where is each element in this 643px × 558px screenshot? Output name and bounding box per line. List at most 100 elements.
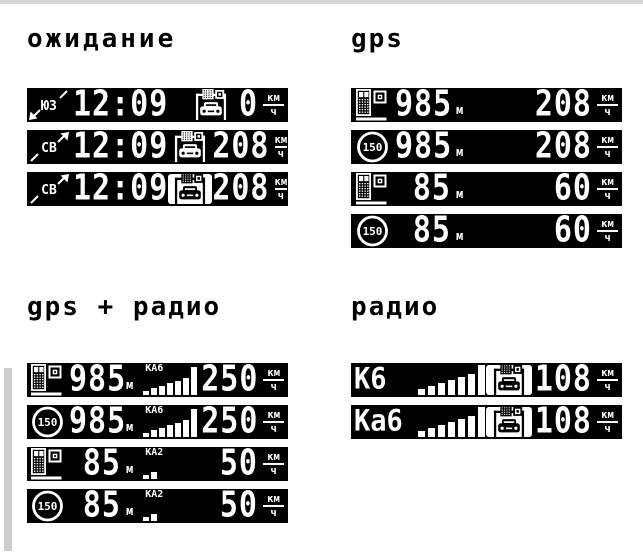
speed-unit-top: км xyxy=(597,219,618,232)
signal-bar xyxy=(175,422,182,437)
compass-segment: СВ xyxy=(27,130,71,164)
speed-unit: км ч xyxy=(263,368,284,392)
distance-unit: м xyxy=(456,102,464,117)
speed-unit: км ч xyxy=(263,93,284,117)
signal-bar xyxy=(418,389,425,395)
speed-unit-bottom: ч xyxy=(277,148,284,160)
lcd-display: СВ 12:09 208 км ч xyxy=(27,168,288,208)
speed-unit: км ч xyxy=(597,135,618,159)
speed-unit: км ч xyxy=(263,494,284,518)
speed-unit: км ч xyxy=(597,368,618,392)
photo-radar-icon-block xyxy=(27,363,69,397)
section-gps-radio: gps + радио 985 м КА6 250 км ч 150 985 м К… xyxy=(27,290,288,531)
svg-text:СВ: СВ xyxy=(41,141,57,156)
distance-unit: м xyxy=(456,144,464,159)
speed-unit-top: км xyxy=(597,93,618,106)
section-title-gps: gps xyxy=(351,24,404,54)
distance-value: 985 xyxy=(395,83,453,126)
distance-value: 985 xyxy=(395,125,453,168)
clock-time: 12:09 xyxy=(73,125,169,168)
svg-text:150: 150 xyxy=(38,500,58,513)
photo-radar-icon xyxy=(31,364,62,396)
radar-band-segment: КА2 xyxy=(143,489,201,523)
speed-unit-bottom: ч xyxy=(604,106,611,118)
distance-unit: м xyxy=(126,461,134,476)
distance-unit: м xyxy=(126,377,134,392)
speed-value: 108 xyxy=(534,358,592,401)
signal-bar xyxy=(448,380,455,395)
band-label: КА6 xyxy=(145,405,164,416)
signal-bar xyxy=(143,516,150,521)
photo-radar-icon xyxy=(31,448,62,480)
gantry-camera-icon xyxy=(175,173,206,205)
speed-unit: км ч xyxy=(263,452,284,476)
signal-bars xyxy=(418,363,486,397)
lcd-display: К6 108 км ч xyxy=(351,358,622,401)
compass-arrow-icon: СВ xyxy=(30,174,69,204)
gantry-camera-block xyxy=(168,130,212,164)
compass-segment: ЮЗ xyxy=(27,88,71,122)
speed-value: 250 xyxy=(201,358,259,401)
section-title-standby: ожидание xyxy=(27,24,177,54)
lcd-display: 150 985 м КА6 250 км ч xyxy=(27,400,288,443)
signal-bar xyxy=(468,374,475,395)
speed-value: 60 xyxy=(553,167,592,210)
speed-unit-bottom: ч xyxy=(277,190,284,202)
svg-text:ЮЗ: ЮЗ xyxy=(41,99,57,114)
compass-arrow-icon: ЮЗ xyxy=(29,90,68,120)
speed-value: 50 xyxy=(219,442,258,485)
signal-bar xyxy=(159,385,166,395)
section-title-gps-radio: gps + радио xyxy=(27,292,222,322)
speed-unit: км ч xyxy=(263,410,284,434)
speed-unit-top: км xyxy=(263,452,284,465)
speed-unit-bottom: ч xyxy=(604,423,611,435)
speed-unit-top: км xyxy=(274,134,288,148)
lcd-display: 150 85 м 60 км ч xyxy=(351,209,622,252)
svg-text:150: 150 xyxy=(38,416,58,429)
speed-unit-top: км xyxy=(597,135,618,148)
band-label: КА6 xyxy=(145,363,164,374)
signal-bar xyxy=(448,422,455,437)
gantry-camera-block xyxy=(486,364,532,396)
compass-segment: СВ xyxy=(27,172,71,206)
gps-displays: 985 м 208 км ч 150 985 м 208 км ч 85 м 60 км ч… xyxy=(351,83,622,252)
signal-bar xyxy=(143,432,150,437)
signal-bar xyxy=(175,380,182,395)
signal-bar xyxy=(143,390,150,395)
speed-unit-bottom: ч xyxy=(270,106,277,118)
signal-bar xyxy=(458,377,465,395)
speed-value: 208 xyxy=(212,125,270,168)
lcd-display: 150 985 м 208 км ч xyxy=(351,125,622,168)
distance-value: 85 xyxy=(412,209,451,252)
signal-bar xyxy=(143,474,150,479)
section-gps: gps 985 м 208 км ч 150 985 м 208 км ч 85 м 60 … xyxy=(351,22,622,256)
speed-value: 208 xyxy=(534,125,592,168)
svg-text:150: 150 xyxy=(363,225,383,238)
speed-value: 250 xyxy=(201,400,259,443)
speed-unit-top: км xyxy=(274,176,288,190)
speed-unit-bottom: ч xyxy=(270,465,277,477)
gantry-camera-block xyxy=(486,406,532,438)
distance-value: 85 xyxy=(412,167,451,210)
signal-bars xyxy=(143,367,199,395)
lcd-display: Ка6 108 км ч xyxy=(351,401,622,441)
speed-value: 60 xyxy=(553,209,592,252)
radio-displays: К6 108 км ч Ка6 108 км ч xyxy=(351,358,622,441)
lcd-display: 85 м КА2 50 км ч xyxy=(27,442,288,485)
speed-unit: км ч xyxy=(597,93,618,117)
section-standby: ожидание ЮЗ 12:09 0 км ч СВ 12:09 xyxy=(27,22,288,214)
speed-unit-top: км xyxy=(597,410,618,423)
speed-limit-sign-icon: 150 xyxy=(32,490,63,522)
speed-limit-icon-block: 150 xyxy=(27,405,69,439)
signal-bar xyxy=(167,425,174,437)
distance-unit: м xyxy=(126,419,134,434)
signal-bar xyxy=(151,430,158,437)
standby-displays: ЮЗ 12:09 0 км ч СВ 12:09 208 xyxy=(27,83,288,208)
speed-unit-top: км xyxy=(263,494,284,507)
signal-bar xyxy=(478,407,485,437)
left-scrollbar[interactable] xyxy=(4,368,12,551)
band-label: КА2 xyxy=(145,489,164,500)
clock-time: 12:09 xyxy=(73,83,169,126)
lcd-display: СВ 12:09 208 км ч xyxy=(27,125,288,168)
signal-bar xyxy=(191,409,198,437)
